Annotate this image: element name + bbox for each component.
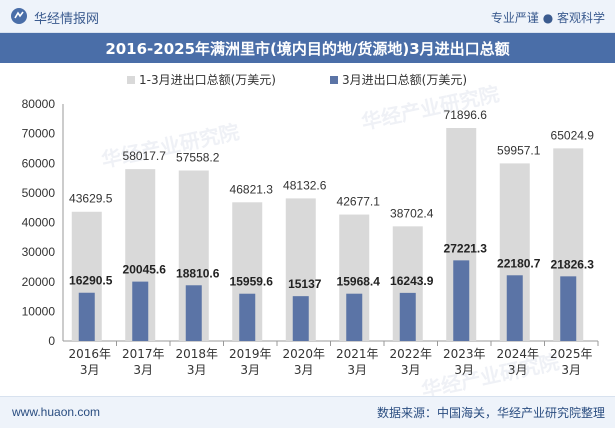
x-tick-label: 2019年 3月 (229, 347, 272, 377)
data-label-series-1: 71896.6 (444, 108, 488, 122)
x-tick-label: 2017年 3月 (122, 347, 165, 377)
bar-series-2 (560, 276, 577, 341)
x-tick-label-line: 2025年 (550, 347, 593, 361)
tagline: 专业严谨 ● 客观科学 (490, 11, 605, 25)
x-tick-label-line: 2017年 (122, 347, 165, 361)
x-tick-label-line: 2016年 (68, 347, 111, 361)
bar-series-2 (399, 292, 416, 341)
x-tick-label-line: 3月 (508, 363, 528, 377)
bar-series-2 (453, 260, 470, 341)
legend-swatch-series-2 (330, 76, 338, 84)
y-tick-label: 40000 (22, 216, 56, 230)
y-tick-label: 60000 (22, 156, 56, 170)
footer: www.huaon.com 数据来源：中国海关，华经产业研究院整理 (0, 396, 615, 428)
x-tick-label-line: 3月 (187, 363, 207, 377)
legend-label-series-1: 1-3月进出口总额(万美元) (139, 73, 276, 87)
x-tick-label-line: 3月 (454, 363, 474, 377)
data-label-series-2: 15137 (288, 277, 322, 291)
x-tick-label-line: 3月 (80, 363, 100, 377)
x-tick-label: 2016年 3月 (68, 347, 111, 377)
data-label-series-2: 18810.6 (176, 266, 220, 280)
bar-series-2 (132, 281, 149, 341)
chart-title: 2016-2025年满洲里市(境内目的地/货源地)3月进出口总额 (105, 39, 510, 58)
y-tick-label: 30000 (22, 245, 56, 259)
bar-series-2 (185, 285, 202, 341)
data-label-series-2: 16290.5 (69, 274, 113, 288)
x-tick-label-line: 2019年 (229, 347, 272, 361)
data-label-series-2: 27221.3 (444, 241, 488, 255)
legend-swatch-series-1 (127, 76, 135, 84)
data-label-series-2: 15959.6 (230, 275, 274, 289)
x-tick-label-line: 2024年 (496, 347, 539, 361)
data-label-series-1: 65024.9 (551, 128, 595, 142)
chart-title-bar: 2016-2025年满洲里市(境内目的地/货源地)3月进出口总额 (0, 33, 615, 63)
bar-series-2 (239, 293, 256, 341)
x-tick-label-line: 2023年 (443, 347, 486, 361)
data-source: 数据来源：中国海关，华经产业研究院整理 (376, 406, 605, 420)
bar-chart: 1-3月进出口总额(万美元) 3月进出口总额(万美元) 0 10000 20000 300… (22, 73, 599, 377)
x-tick-label-line: 2020年 (282, 347, 325, 361)
data-label-series-1: 43629.5 (69, 192, 113, 206)
y-tick-label: 20000 (22, 275, 56, 289)
data-label-series-1: 38702.4 (390, 206, 434, 220)
y-tick-label: 50000 (22, 186, 56, 200)
x-tick-label-line: 3月 (561, 363, 581, 377)
brand-name: 华经情报网 (34, 12, 100, 27)
bar-series-2 (346, 293, 363, 341)
data-label-series-2: 20045.6 (123, 263, 167, 277)
x-tick-label: 2022年 3月 (389, 347, 432, 377)
y-tick-label: 0 (48, 334, 55, 348)
x-tick-label-line: 2021年 (336, 347, 379, 361)
top-bar: 华经情报网 专业严谨 ● 客观科学 (0, 0, 615, 33)
data-label-series-2: 21826.3 (551, 257, 595, 271)
x-tick-label: 2024年 3月 (496, 347, 539, 377)
x-tick-label: 2021年 3月 (336, 347, 379, 377)
y-tick-label: 80000 (22, 97, 56, 111)
x-tick-label-line: 3月 (401, 363, 421, 377)
data-label-series-2: 15968.4 (337, 275, 381, 289)
x-tick-label-line: 3月 (240, 363, 260, 377)
bar-series-2 (292, 296, 309, 341)
bar-series-2 (506, 275, 523, 341)
logo-icon (11, 8, 27, 24)
x-tick-label: 2025年 3月 (550, 347, 593, 377)
x-tick-label-line: 2018年 (175, 347, 218, 361)
y-tick-label: 70000 (22, 127, 56, 141)
x-tick-label: 2020年 3月 (282, 347, 325, 377)
data-label-series-1: 58017.7 (123, 149, 167, 163)
x-tick-label-line: 3月 (133, 363, 153, 377)
data-label-series-2: 16243.9 (390, 274, 434, 288)
x-tick-label: 2023年 3月 (443, 347, 486, 377)
data-label-series-1: 57558.2 (176, 150, 220, 164)
data-label-series-1: 48132.6 (283, 178, 327, 192)
x-tick-label: 2018年 3月 (175, 347, 218, 377)
x-tick-label-line: 2022年 (389, 347, 432, 361)
bar-series-2 (78, 292, 95, 341)
data-label-series-1: 42677.1 (337, 195, 381, 209)
website-url[interactable]: www.huaon.com (12, 405, 101, 419)
x-tick-label-line: 3月 (294, 363, 314, 377)
data-label-series-1: 46821.3 (230, 182, 274, 196)
x-tick-label-line: 3月 (347, 363, 367, 377)
data-label-series-2: 22180.7 (497, 256, 541, 270)
data-label-series-1: 59957.1 (497, 143, 541, 157)
legend-label-series-2: 3月进出口总额(万美元) (342, 73, 467, 87)
y-tick-label: 10000 (22, 304, 56, 318)
